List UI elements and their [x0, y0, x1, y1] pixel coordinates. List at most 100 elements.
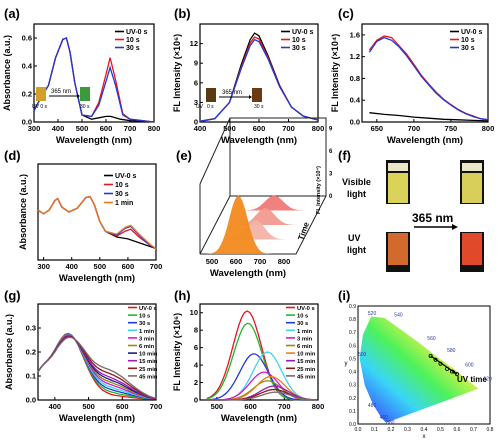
e-top-edge	[199, 117, 231, 185]
i-locus-label-0: 380	[386, 420, 395, 426]
chart-c-xtick-label-1: 700	[408, 124, 421, 133]
chart-g-legend-label-9: 45 min	[139, 374, 158, 380]
panel-letter-g: (g)	[4, 288, 21, 303]
chart-d-legend-label-3: 1 min	[115, 200, 133, 207]
chart-a-legend-label-2: 30 s	[126, 45, 140, 52]
panel-letter-h: (h)	[174, 288, 191, 303]
chart-g-ytick-label-2: 0.2	[26, 348, 36, 357]
i-locus-label-8: 600	[465, 362, 474, 368]
i-xlabel: x	[423, 434, 426, 440]
chart-d-ylabel: Absorbance (a.u.)	[18, 174, 28, 250]
chart-c-ytick-label-0: 0.0	[350, 118, 360, 127]
chart-a-xlabel: Wavelength (nm)	[56, 135, 132, 146]
e-ztick-label-1: 3	[329, 172, 333, 178]
chart-b-legend-label-0: UV-0 s	[292, 29, 314, 36]
chart-h-legend-label-8: 25 min	[297, 367, 316, 373]
panel-f-visible-line2: light	[347, 189, 366, 199]
inset-a-uv-label: 365 nm	[51, 89, 71, 95]
e-xtick-label-3: 800	[278, 257, 291, 266]
chart-c-ytick-label-4: 1.6	[350, 30, 360, 39]
chart-a-ytick-label-1: 0.2	[22, 90, 32, 99]
panel-f-arrow-label: 365 nm	[412, 211, 453, 225]
chart-g-ylabel: Absorbance (a.u.)	[4, 314, 14, 390]
chart-d-xtick-label-1: 400	[65, 262, 78, 271]
e-series-0	[200, 195, 296, 254]
chart-b-legend-label-1: 10 s	[292, 37, 306, 44]
chart-h-legend-label-3: 1 min	[297, 329, 313, 335]
chart-h-xtick-label-1: 600	[244, 402, 257, 411]
chart-a-ylabel: Absorbance (a.u.)	[2, 35, 12, 111]
e-series-1	[207, 220, 304, 240]
chart-g-xtick-label-1: 500	[82, 402, 95, 411]
chart-d-series-0	[37, 195, 157, 250]
chart-g-legend-label-3: 1 min	[139, 329, 155, 335]
chart-d-legend-label-1: 10 s	[115, 182, 129, 189]
i-xtick-label-0: 0.0	[355, 427, 362, 433]
e-xtick-label-1: 600	[230, 257, 243, 266]
chart-g-series-9	[37, 336, 157, 399]
vial-before-b	[206, 88, 216, 102]
chart-b-series-2	[199, 38, 319, 122]
e-ztick-label-0: 0	[329, 194, 333, 200]
inset-b-uv-label: 365 nm	[222, 90, 242, 96]
vial-right-visible	[462, 173, 482, 203]
chart-h-legend-label-1: 10 s	[297, 314, 308, 320]
chart-g-legend-label-2: 30 s	[139, 321, 150, 327]
i-xtick-label-4: 0.4	[421, 427, 428, 433]
chart-c-xtick-label-2: 750	[445, 124, 458, 133]
i-ytick-label-8: 0.8	[349, 317, 356, 323]
chart-h-legend-label-4: 3 min	[297, 336, 313, 342]
panel-f-uv-line2: light	[347, 245, 366, 255]
inset-b-time-0: UV	[196, 104, 204, 110]
i-xtick-label-1: 0.1	[371, 427, 378, 433]
e-ztick-label-3: 9	[329, 127, 333, 133]
chart-b-xlabel: Wavelength (nm)	[221, 135, 297, 146]
i-locus-label-5: 540	[394, 312, 403, 318]
inset-b-time-1: 0 s	[207, 104, 214, 110]
chart-a-ytick-label-3: 0.6	[22, 34, 32, 43]
inset-a-time-1: 30 s	[80, 104, 90, 110]
chart-c-xlabel: Wavelength (nm)	[387, 135, 463, 146]
i-arrow-head	[452, 370, 457, 375]
chart-h-ytick-label-0: 0	[194, 396, 198, 405]
chart-a-legend-label-0: UV-0 s	[126, 29, 148, 36]
chart-h-xtick-label-0: 500	[211, 402, 224, 411]
panel-f-photo: Visible light UV light 365 nm	[342, 160, 488, 272]
chart-g-xtick-label-2: 600	[116, 402, 129, 411]
chart-h-legend-label-6: 10 min	[297, 352, 316, 358]
i-ytick-label-5: 0.5	[349, 356, 356, 362]
i-locus-label-3: 500	[358, 352, 367, 358]
panel-letter-f: (f)	[338, 148, 351, 163]
chart-c-xtick-label-3: 800	[482, 124, 495, 133]
vial-right-uv	[462, 233, 482, 265]
chart-g-xtick-label-3: 700	[150, 402, 163, 411]
inset-vials-a: 365 nm UV 0 s 30 s	[32, 87, 90, 110]
vial-after-b	[252, 88, 262, 102]
chart-d-xtick-label-4: 700	[150, 262, 163, 271]
chart-b-xtick-label-3: 700	[282, 124, 295, 133]
i-arrow-line	[430, 355, 458, 375]
chart-b-xtick-label-0: 400	[194, 124, 207, 133]
i-annotation: UV time	[457, 375, 487, 384]
i-locus	[359, 316, 479, 423]
chart-c-legend-label-0: UV-0 s	[461, 29, 483, 36]
panel-letter-d: (d)	[4, 148, 21, 163]
i-locus-label-4: 520	[368, 311, 377, 317]
chart-h-series-2	[206, 353, 318, 401]
chart-g-xtick-label-0: 400	[49, 402, 62, 411]
i-ytick-label-0: 0.0	[349, 422, 356, 428]
chart-g-xlabel: Wavelength (nm)	[59, 413, 135, 424]
chart-d-xlabel: Wavelength (nm)	[59, 273, 135, 284]
chart-a-ytick-label-0: 0.0	[22, 118, 32, 127]
chart-h-legend-label-2: 30 s	[297, 321, 308, 327]
chart-b-ytick-label-0: 0	[194, 118, 198, 127]
chart-h-legend-label-7: 15 min	[297, 359, 316, 365]
vial-left-visible	[388, 173, 408, 203]
chart-d-series-1	[37, 195, 157, 250]
i-xtick-label-7: 0.7	[470, 427, 477, 433]
chart-a-plot-frame	[33, 23, 155, 123]
chart-b-ylabel: FL Intensity (×10⁶)	[172, 34, 182, 112]
chart-a-legend-label-1: 10 s	[126, 37, 140, 44]
chart-c-ylabel: FL Intensity (×10⁴)	[330, 34, 340, 113]
